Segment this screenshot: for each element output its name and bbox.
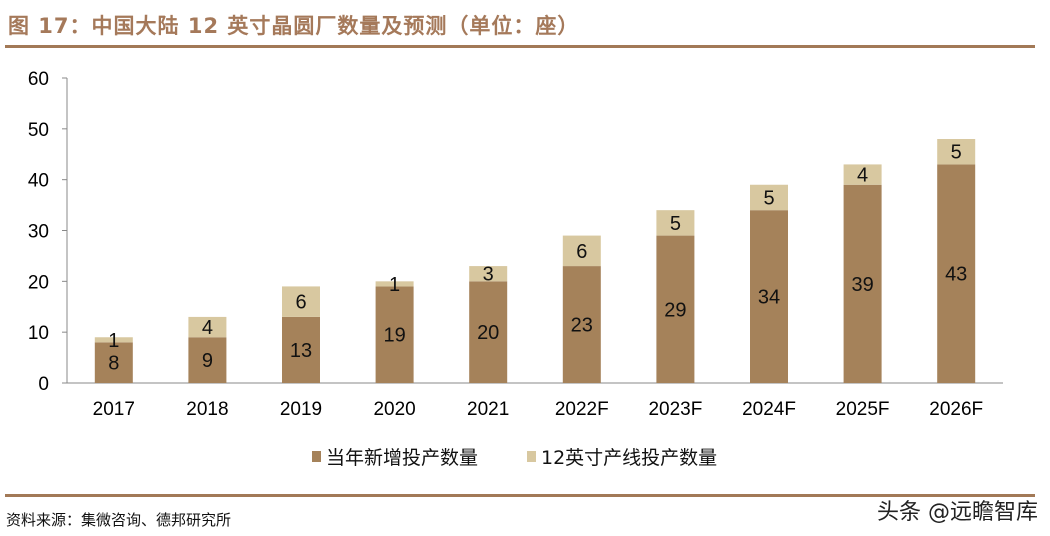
y-tick-label: 20	[28, 272, 49, 293]
data-label: 34	[758, 287, 780, 309]
bar-top	[937, 139, 976, 165]
bar-top	[188, 316, 227, 338]
data-label: 3	[483, 264, 494, 286]
bar-base	[750, 210, 788, 383]
bar-top	[750, 184, 788, 211]
x-tick-label: 2018	[186, 399, 228, 420]
data-label: 23	[571, 315, 593, 337]
bar-base	[94, 342, 133, 383]
bar-base	[843, 184, 882, 383]
bar-top	[562, 235, 601, 267]
legend-label: 12英寸产线投产数量	[541, 447, 717, 469]
bar-base	[282, 316, 320, 383]
x-tick-label: 2026F	[929, 399, 983, 420]
bar-base	[937, 164, 976, 383]
source-note: 资料来源：集微咨询、德邦研究所	[6, 511, 232, 529]
bar-top	[656, 210, 695, 236]
y-tick-label: 0	[38, 374, 49, 395]
y-tick-label: 10	[28, 323, 49, 344]
bar-top	[94, 337, 133, 343]
data-label: 5	[951, 142, 962, 164]
bar-base	[375, 286, 414, 383]
watermark: 头条 @远瞻智库	[877, 500, 1038, 525]
data-label: 39	[851, 274, 873, 296]
bar-base	[562, 266, 601, 383]
y-tick-label: 40	[28, 171, 49, 192]
data-label: 9	[202, 350, 213, 372]
bar-base	[469, 281, 508, 383]
x-tick-label: 2017	[93, 399, 135, 420]
bar-base	[188, 337, 227, 383]
bar-top	[469, 266, 508, 282]
data-label: 5	[763, 187, 774, 209]
data-label: 6	[295, 292, 306, 314]
data-label: 29	[664, 299, 686, 321]
data-label: 19	[383, 325, 405, 347]
data-label: 4	[857, 165, 868, 187]
title-divider	[5, 45, 1035, 48]
legend-label: 当年新增投产数量	[326, 447, 478, 469]
bar-top	[843, 164, 882, 185]
x-tick-label: 2023F	[648, 399, 702, 420]
y-tick-label: 50	[28, 120, 49, 141]
bar-chart: 0102030405060201781201894201913620201912…	[28, 69, 1003, 469]
x-tick-label: 2019	[280, 399, 322, 420]
data-label: 43	[945, 264, 967, 286]
y-tick-label: 60	[28, 69, 49, 90]
legend-swatch	[527, 451, 536, 462]
bar-top	[375, 281, 414, 287]
data-label: 6	[576, 241, 587, 263]
data-label: 4	[202, 317, 213, 339]
data-label: 20	[477, 322, 499, 344]
bar-base	[656, 235, 695, 383]
x-tick-label: 2020	[373, 399, 415, 420]
chart-title: 图 17：中国大陆 12 英寸晶圆厂数量及预测（单位：座）	[8, 14, 580, 38]
data-label: 1	[108, 330, 119, 352]
data-label: 1	[389, 274, 400, 296]
x-tick-label: 2022F	[555, 399, 609, 420]
x-tick-label: 2021	[467, 399, 509, 420]
footer-divider	[5, 494, 1035, 497]
data-label: 13	[290, 340, 312, 362]
y-tick-label: 30	[28, 222, 49, 243]
legend-swatch	[312, 451, 321, 462]
x-tick-label: 2024F	[742, 399, 796, 420]
data-label: 8	[108, 353, 119, 375]
data-label: 5	[670, 213, 681, 235]
x-tick-label: 2025F	[836, 399, 890, 420]
bar-top	[282, 286, 320, 317]
